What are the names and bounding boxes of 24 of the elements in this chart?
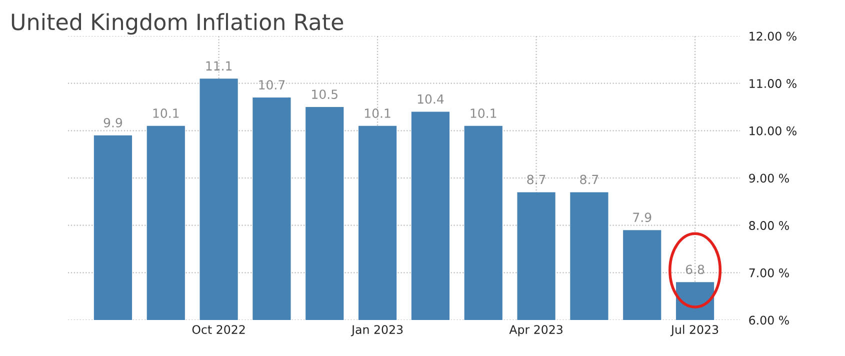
y-tick-label: 9.00 % <box>749 174 789 183</box>
y-tick-label: 10.00 % <box>750 126 796 136</box>
y-tick-label: 7.00 % <box>749 268 789 278</box>
data-label: 10.4 <box>418 94 444 104</box>
x-tick-label: Jan 2023 <box>350 325 403 336</box>
y-tick-label: 8.00 % <box>749 221 789 230</box>
data-label: 10.1 <box>153 108 179 118</box>
chart-title: United Kingdom Inflation Rate <box>12 13 344 35</box>
x-tick-label: Oct 2022 <box>192 325 245 334</box>
x-tick-label: Apr 2023 <box>509 325 562 336</box>
y-tick-label: 6.00 % <box>749 316 789 325</box>
data-label: 6.8 <box>686 264 704 274</box>
data-label: 9.9 <box>104 118 122 128</box>
data-label: 8.7 <box>580 174 598 184</box>
data-label: 7.9 <box>633 212 652 222</box>
y-tick-label: 11.00 % <box>750 79 796 88</box>
x-tick-label: Jul 2023 <box>670 324 718 336</box>
data-label: 10.5 <box>312 90 338 100</box>
y-tick-label: 12.00 % <box>750 32 796 41</box>
data-label: 10.7 <box>259 80 285 90</box>
data-label: 10.1 <box>365 108 390 118</box>
data-label: 10.1 <box>470 108 496 118</box>
data-label: 11.1 <box>206 61 232 70</box>
data-label: 8.7 <box>527 174 546 184</box>
